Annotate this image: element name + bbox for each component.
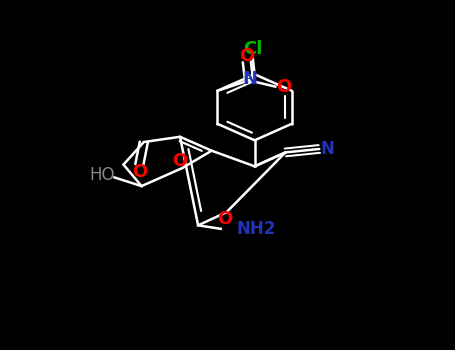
Text: HO: HO: [89, 166, 115, 184]
Text: NH2: NH2: [237, 220, 276, 238]
Text: O: O: [172, 152, 187, 170]
Text: O: O: [131, 162, 147, 181]
Text: O: O: [217, 210, 232, 228]
Text: N: N: [320, 140, 334, 158]
Text: O: O: [239, 47, 254, 65]
Text: Cl: Cl: [243, 40, 262, 58]
Text: N: N: [243, 70, 258, 88]
Text: O: O: [276, 78, 291, 96]
